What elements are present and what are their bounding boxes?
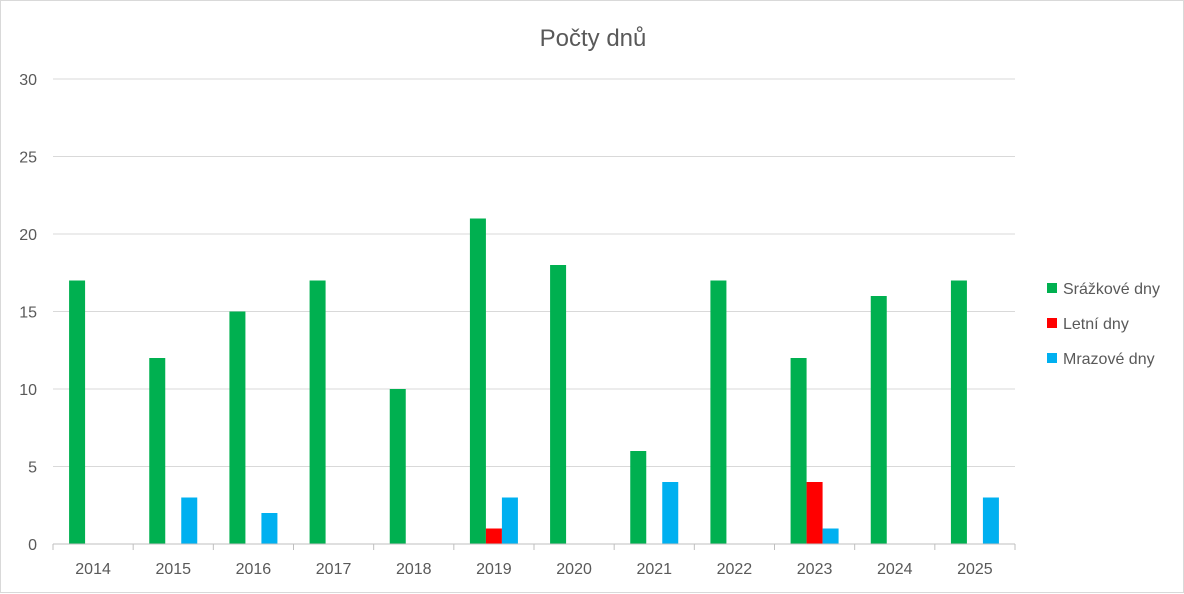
legend-swatch (1047, 283, 1057, 293)
gridlines (53, 78, 1015, 467)
chart-title: Počty dnů (540, 25, 647, 52)
bar (389, 389, 406, 544)
y-tick-label: 25 (19, 150, 37, 167)
bar (662, 482, 679, 544)
bar (501, 497, 518, 544)
bar (950, 280, 967, 544)
x-tick-label: 2025 (957, 561, 993, 578)
bar (181, 497, 198, 544)
bar (870, 296, 887, 544)
bar (806, 482, 823, 544)
legend-label: Letní dny (1063, 316, 1129, 333)
bar (630, 451, 647, 544)
bars (69, 218, 999, 544)
y-tick-label: 30 (19, 72, 37, 89)
y-axis-ticks: 0 5 10 15 20 25 30 (19, 72, 37, 554)
x-tick-label: 2015 (155, 561, 191, 578)
x-tick-label: 2016 (236, 561, 272, 578)
bar (710, 280, 727, 544)
bar (69, 280, 86, 544)
bar (790, 358, 807, 544)
y-tick-label: 20 (19, 227, 37, 244)
bar (469, 218, 486, 544)
y-tick-label: 15 (19, 305, 37, 322)
legend-swatch (1047, 318, 1057, 328)
bar (149, 358, 166, 544)
legend: Srážkové dny Letní dny Mrazové dny (1047, 281, 1160, 368)
legend-label: Srážkové dny (1063, 281, 1160, 298)
bar (550, 265, 567, 544)
x-tick-label: 2014 (75, 561, 111, 578)
bar (485, 528, 502, 544)
x-tick-label: 2020 (556, 561, 592, 578)
bar (982, 497, 999, 544)
x-tick-label: 2017 (316, 561, 352, 578)
bar (229, 311, 246, 544)
y-tick-label: 0 (28, 537, 37, 554)
x-tick-label: 2022 (717, 561, 753, 578)
legend-swatch (1047, 353, 1057, 363)
bar (822, 528, 839, 544)
bar (309, 280, 326, 544)
y-tick-label: 10 (19, 382, 37, 399)
x-tick-label: 2019 (476, 561, 512, 578)
bar (261, 513, 278, 544)
x-tick-label: 2021 (636, 561, 672, 578)
legend-label: Mrazové dny (1063, 351, 1155, 368)
x-tick-label: 2018 (396, 561, 432, 578)
y-tick-label: 5 (28, 460, 37, 477)
x-axis: 2014 2015 2016 2017 2018 2019 2020 2021 2022 2023… (52, 543, 1016, 578)
x-tick-label: 2024 (877, 561, 913, 578)
x-tick-label: 2023 (797, 561, 833, 578)
